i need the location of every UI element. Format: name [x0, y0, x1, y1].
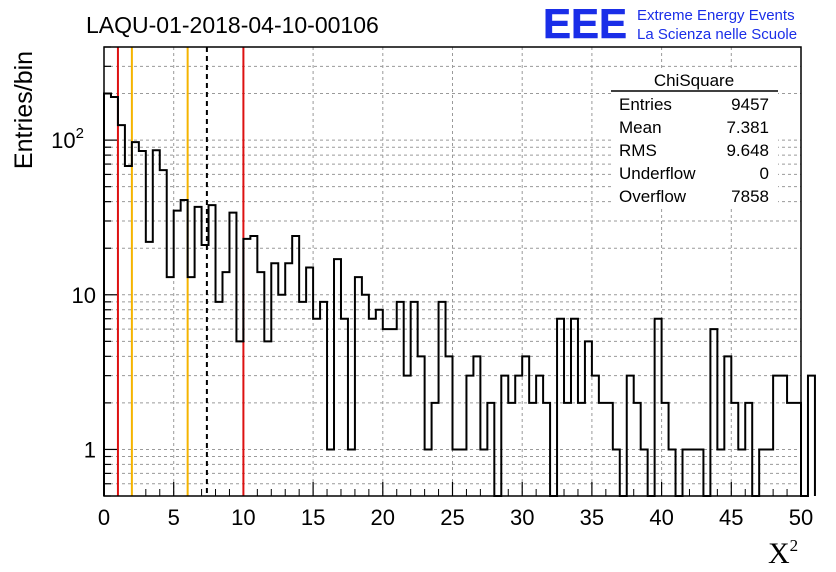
x-axis-label-base: X: [768, 537, 790, 570]
stats-row-value: 9457: [731, 95, 769, 114]
stats-row-label: Overflow: [619, 187, 687, 206]
y-tick-base: 10: [51, 128, 75, 153]
y-tick-base: 10: [72, 283, 96, 308]
stats-row-label: Underflow: [619, 164, 696, 183]
stats-row-value: 7858: [731, 187, 769, 206]
x-tick-label: 10: [231, 505, 255, 530]
logo-line2: La Scienza nelle Scuole: [637, 26, 797, 43]
stats-row-value: 0: [760, 164, 769, 183]
x-tick-label: 0: [98, 505, 110, 530]
stats-box: ChiSquare Entries 9457 Mean 7.381 RMS 9.648 Un…: [611, 69, 778, 207]
plot-frame: [103, 46, 802, 497]
x-axis-label: X2: [768, 536, 798, 570]
stats-title: ChiSquare: [654, 71, 734, 90]
stats-row-label: Entries: [619, 95, 672, 114]
x-tick-label: 20: [371, 505, 395, 530]
stats-row-value: 7.381: [726, 118, 769, 137]
chart-title: LAQU-01-2018-04-10-00106: [86, 12, 379, 38]
logo-line1: Extreme Energy Events: [637, 7, 795, 24]
x-tick-label: 40: [649, 505, 673, 530]
x-tick-label: 5: [168, 505, 180, 530]
x-tick-label: 30: [510, 505, 534, 530]
logo-mark: EEE: [543, 0, 627, 47]
x-tick-label: 25: [440, 505, 464, 530]
stats-box-bg: [611, 69, 778, 207]
eee-logo: EEE Extreme Energy Events La Scienza nel…: [543, 0, 797, 47]
y-tick-exp: 2: [76, 125, 84, 142]
y-axis-label: Entries/bin: [10, 51, 38, 169]
x-tick-label: 15: [301, 505, 325, 530]
stats-row-label: Mean: [619, 118, 662, 137]
stats-rows: Entries 9457 Mean 7.381 RMS 9.648 Underflow 0 Ov…: [619, 95, 769, 206]
stats-row-value: 9.648: [726, 141, 769, 160]
y-tick-label: 102: [51, 125, 84, 153]
x-axis-label-sup: 2: [790, 536, 799, 555]
x-tick-label: 45: [719, 505, 743, 530]
x-tick-label: 50: [789, 505, 813, 530]
y-tick-label: 10: [72, 283, 96, 308]
histogram-series: [103, 92, 816, 497]
stats-row-label: RMS: [619, 141, 657, 160]
y-tick-label: 1: [84, 437, 96, 462]
y-tick-base: 1: [84, 437, 96, 462]
x-tick-label: 35: [580, 505, 604, 530]
